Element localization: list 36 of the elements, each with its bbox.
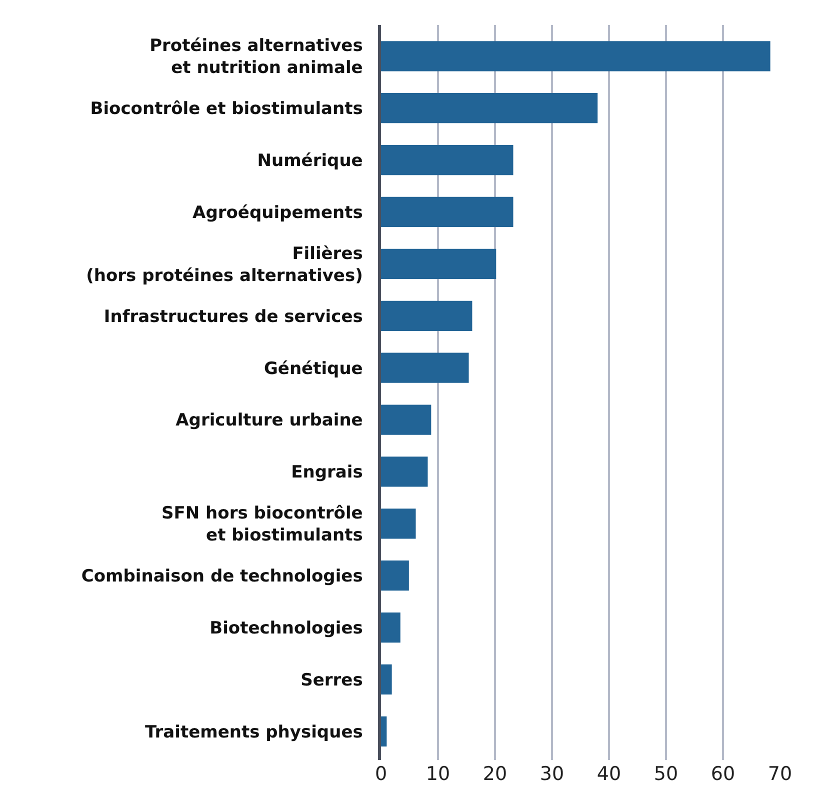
y-tick-label: Infrastructures de services: [104, 306, 363, 327]
y-tick-label: Protéines alternatives et nutrition animale: [150, 36, 363, 78]
x-tick-label: 60: [710, 763, 736, 785]
bar: [381, 404, 432, 435]
y-tick-label: Numérique: [257, 151, 363, 171]
x-tick-label: 50: [654, 763, 678, 785]
x-tick-label: 20: [482, 763, 508, 785]
bar: [381, 664, 392, 695]
y-tick-label: Biocontrôle et biostimulants: [90, 99, 363, 120]
bar: [381, 560, 409, 591]
bar: [381, 612, 400, 643]
x-tick-label: 70: [768, 763, 792, 785]
bar: [381, 300, 472, 331]
y-tick-label: Combinaison de technologies: [81, 566, 363, 587]
y-tick-label: Génétique: [264, 358, 363, 379]
x-tick-label: 40: [596, 763, 622, 785]
bar: [381, 41, 770, 72]
y-tick-label: Traitements physiques: [145, 722, 363, 742]
bar: [381, 352, 469, 383]
bar: [381, 196, 514, 228]
y-tick-label: Filières (hors protéines alternatives): [86, 244, 363, 286]
bar: [381, 508, 416, 539]
y-tick-label: Engrais: [291, 462, 363, 483]
bar: [381, 144, 514, 176]
y-tick-label: Agriculture urbaine: [176, 410, 363, 431]
x-tick-label: 0: [374, 763, 388, 785]
y-tick-label: Serres: [300, 670, 363, 690]
bar: [381, 456, 428, 487]
y-tick-label: SFN hors biocontrôle et biostimulants: [162, 504, 363, 546]
y-tick-label: Biotechnologies: [210, 618, 363, 638]
y-tick-label: Agroéquipements: [192, 202, 363, 223]
bar: [381, 248, 496, 279]
bar: [381, 93, 598, 124]
x-tick-label: 30: [540, 763, 564, 785]
bar: [381, 716, 387, 746]
x-tick-label: 10: [426, 763, 450, 785]
